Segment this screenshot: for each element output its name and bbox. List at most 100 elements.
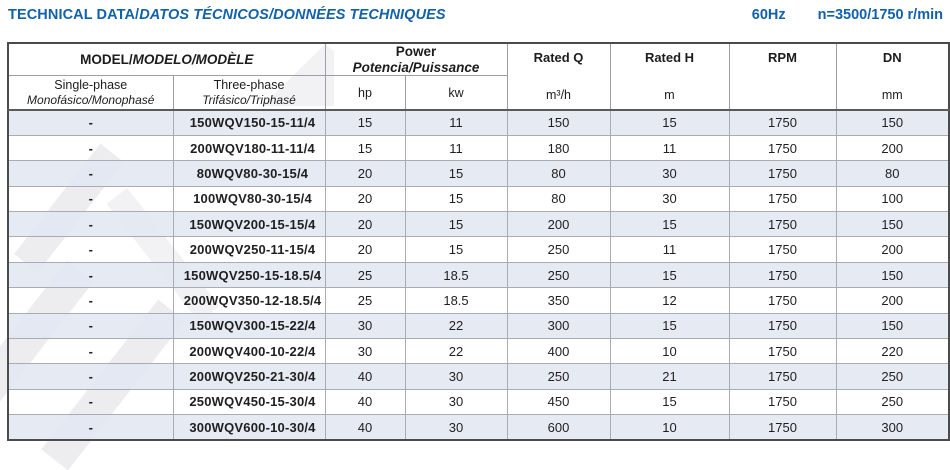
cell-hp: 40 bbox=[324, 414, 406, 441]
single-phase-main: Single-phase bbox=[54, 77, 128, 92]
cell-rated-h: 10 bbox=[609, 414, 730, 441]
cell-rpm: 1750 bbox=[728, 287, 837, 314]
datasheet-page: { "header": { "title_main": "TECHNICAL D… bbox=[0, 7, 950, 470]
cell-hp: 20 bbox=[324, 185, 406, 213]
col-header-hp: hp bbox=[324, 75, 406, 111]
table-row: - 80WQV80-30-15/4 20 15 80 30 1750 80 bbox=[7, 160, 950, 187]
cell-dn: 250 bbox=[835, 363, 950, 390]
cell-rated-q: 180 bbox=[506, 134, 611, 162]
table-row: - 150WQV200-15-15/4 20 15 200 15 1750 15… bbox=[7, 211, 950, 238]
table-row: - 200WQV250-21-30/4 40 30 250 21 1750 25… bbox=[7, 363, 950, 390]
cell-three-phase-model: 200WQV180-11-11/4 bbox=[172, 134, 326, 162]
cell-rated-h: 12 bbox=[609, 287, 730, 314]
table-body: - 150WQV150-15-11/4 15 11 150 15 1750 15… bbox=[7, 108, 950, 441]
page-title-main: TECHNICAL DATA/ bbox=[8, 7, 140, 23]
cell-kw: 30 bbox=[404, 363, 508, 390]
cell-kw: 11 bbox=[404, 108, 508, 136]
dn-unit: mm bbox=[881, 87, 903, 102]
power-header-localized: Potencia/Puissance bbox=[352, 59, 480, 75]
model-header-localized: MODELO/MODÈLE bbox=[132, 51, 254, 67]
cell-three-phase-model: 100WQV80-30-15/4 bbox=[172, 185, 326, 213]
cell-rated-q: 80 bbox=[506, 185, 611, 213]
cell-rpm: 1750 bbox=[728, 363, 837, 390]
cell-kw: 15 bbox=[404, 236, 508, 263]
rated-h-label: Rated H bbox=[644, 50, 695, 65]
single-phase-localized: Monofásico/Monophasé bbox=[27, 92, 155, 107]
cell-rated-h: 15 bbox=[609, 388, 730, 416]
cell-rated-q: 250 bbox=[506, 236, 611, 263]
cell-single-phase: - bbox=[7, 134, 174, 162]
three-phase-main: Three-phase bbox=[213, 77, 285, 92]
cell-rpm: 1750 bbox=[728, 312, 837, 340]
rpm-label: RPM bbox=[768, 50, 797, 65]
cell-rated-h: 21 bbox=[609, 363, 730, 390]
table-row: - 200WQV180-11-11/4 15 11 180 11 1750 20… bbox=[7, 134, 950, 162]
table-row: - 200WQV250-11-15/4 20 15 250 11 1750 20… bbox=[7, 236, 950, 263]
col-header-rated-h: Rated H m bbox=[609, 42, 730, 111]
cell-hp: 30 bbox=[324, 312, 406, 340]
rated-q-label: Rated Q bbox=[533, 50, 584, 65]
cell-rated-h: 30 bbox=[609, 160, 730, 187]
cell-rpm: 1750 bbox=[728, 414, 837, 441]
power-header-main: Power bbox=[395, 44, 437, 60]
col-header-power: Power Potencia/Puissance bbox=[324, 42, 508, 77]
cell-hp: 40 bbox=[324, 363, 406, 390]
rated-q-unit: m³/h bbox=[546, 87, 571, 102]
cell-kw: 11 bbox=[404, 134, 508, 162]
cell-single-phase: - bbox=[7, 388, 174, 416]
cell-kw: 30 bbox=[404, 414, 508, 441]
cell-rated-h: 15 bbox=[609, 312, 730, 340]
cell-kw: 15 bbox=[404, 211, 508, 238]
table-row: - 250WQV450-15-30/4 40 30 450 15 1750 25… bbox=[7, 388, 950, 416]
cell-single-phase: - bbox=[7, 312, 174, 340]
cell-rated-q: 200 bbox=[506, 211, 611, 238]
col-header-dn: DN mm bbox=[835, 42, 950, 111]
table-row: - 200WQV350-12-18.5/4 25 18.5 350 12 175… bbox=[7, 287, 950, 314]
page-title-localized: DATOS TÉCNICOS/DONNÉES TECHNIQUES bbox=[139, 7, 446, 23]
cell-three-phase-model: 150WQV300-15-22/4 bbox=[172, 312, 326, 340]
cell-single-phase: - bbox=[7, 236, 174, 263]
cell-three-phase-model: 200WQV250-21-30/4 bbox=[172, 363, 326, 390]
cell-single-phase: - bbox=[7, 363, 174, 390]
table-row: - 150WQV150-15-11/4 15 11 150 15 1750 15… bbox=[7, 108, 950, 136]
cell-rated-h: 15 bbox=[609, 108, 730, 136]
cell-rated-h: 11 bbox=[609, 236, 730, 263]
table-row: - 150WQV300-15-22/4 30 22 300 15 1750 15… bbox=[7, 312, 950, 340]
col-header-single-phase: Single-phase Monofásico/Monophasé bbox=[7, 75, 174, 111]
cell-rated-h: 15 bbox=[609, 211, 730, 238]
page-title: TECHNICAL DATA/DATOS TÉCNICOS/DONNÉES TE… bbox=[8, 7, 446, 23]
cell-rated-q: 80 bbox=[506, 160, 611, 187]
cell-hp: 20 bbox=[324, 160, 406, 187]
spec-summary: 60Hz n=3500/1750 r/min bbox=[752, 7, 943, 23]
cell-rpm: 1750 bbox=[728, 388, 837, 416]
cell-rated-q: 150 bbox=[506, 108, 611, 136]
cell-three-phase-model: 150WQV150-15-11/4 bbox=[172, 108, 326, 136]
cell-dn: 150 bbox=[835, 108, 950, 136]
cell-single-phase: - bbox=[7, 287, 174, 314]
col-header-rpm: RPM bbox=[728, 42, 837, 111]
cell-kw: 15 bbox=[404, 160, 508, 187]
speed-value: n=3500/1750 r/min bbox=[817, 7, 943, 23]
cell-rated-q: 250 bbox=[506, 363, 611, 390]
col-header-rated-q: Rated Q m³/h bbox=[506, 42, 611, 111]
cell-dn: 100 bbox=[835, 185, 950, 213]
cell-hp: 20 bbox=[324, 211, 406, 238]
table-row: - 100WQV80-30-15/4 20 15 80 30 1750 100 bbox=[7, 185, 950, 213]
cell-kw: 22 bbox=[404, 312, 508, 340]
col-header-kw: kw bbox=[404, 75, 508, 111]
cell-rpm: 1750 bbox=[728, 236, 837, 263]
cell-rpm: 1750 bbox=[728, 185, 837, 213]
model-header-main: MODEL/ bbox=[80, 51, 133, 67]
cell-hp: 15 bbox=[324, 134, 406, 162]
cell-dn: 220 bbox=[835, 338, 950, 365]
page-header: TECHNICAL DATA/DATOS TÉCNICOS/DONNÉES TE… bbox=[8, 7, 943, 23]
cell-rated-q: 400 bbox=[506, 338, 611, 365]
table-row: - 200WQV400-10-22/4 30 22 400 10 1750 22… bbox=[7, 338, 950, 365]
cell-kw: 18.5 bbox=[404, 287, 508, 314]
cell-hp: 30 bbox=[324, 338, 406, 365]
cell-three-phase-model: 150WQV250-15-18.5/4 bbox=[172, 261, 326, 289]
cell-rated-h: 10 bbox=[609, 338, 730, 365]
cell-single-phase: - bbox=[7, 261, 174, 289]
cell-hp: 20 bbox=[324, 236, 406, 263]
cell-three-phase-model: 80WQV80-30-15/4 bbox=[172, 160, 326, 187]
